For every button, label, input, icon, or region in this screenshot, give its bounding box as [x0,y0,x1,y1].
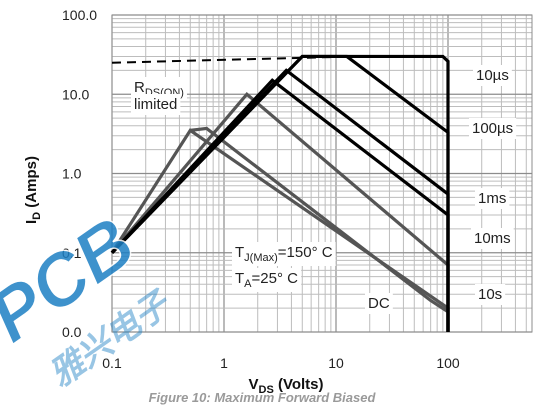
condition-ta: TA=25° C [232,268,302,292]
plot-frame [111,14,533,333]
curve-label-10s: 10s [475,284,506,305]
svg-text:10s: 10s [478,286,502,303]
y-tick-label: 100.0 [62,7,97,23]
series-dc-secondary [190,126,449,314]
x-tick-label: 100 [436,355,460,371]
y-tick-label: 1.0 [62,166,82,182]
svg-text:TA=25° C: TA=25° C [235,270,298,290]
x-axis-title: VDS (Volts) [248,376,323,396]
y-axis-title: ID (Amps) [23,156,43,224]
condition-tj: TJ(Max)=150° C [232,242,336,266]
curve-label-10s: 10µs [473,65,512,86]
x-tick-label: 1 [220,355,228,371]
y-tick-label: 10.0 [62,86,89,102]
svg-text:limited: limited [134,96,177,113]
figure-caption: Figure 10: Maximum Forward Biased [149,390,377,405]
curve-label-10ms: 10ms [471,228,514,249]
curve-label-100s: 100µs [469,118,517,139]
svg-text:10ms: 10ms [474,230,511,247]
x-tick-label: 0.1 [102,355,122,371]
curve-label-1ms: 1ms [475,188,510,209]
y-tick-label: 0.1 [62,245,82,261]
grid [111,14,532,333]
svg-text:TJ(Max)=150° C: TJ(Max)=150° C [235,244,333,264]
svg-text:10µs: 10µs [476,67,509,84]
y-tick-label: 0.0 [62,324,82,340]
svg-text:100µs: 100µs [472,120,513,137]
curve-label-dc: DC [365,293,393,314]
series-group [110,54,450,332]
svg-text:1ms: 1ms [478,190,506,207]
x-tick-label: 10 [328,355,344,371]
tick-labels: 0.1 1 10 100 100.0 10.0 1.0 0.1 0.0 [62,7,460,371]
labels-group: 10µs100µs1ms10ms10sDCRDS(ON)limitedTJ(Ma… [131,65,517,314]
svg-text:DC: DC [368,295,390,312]
rds-label-line2: limited [131,94,181,115]
series-10ms [110,78,450,332]
